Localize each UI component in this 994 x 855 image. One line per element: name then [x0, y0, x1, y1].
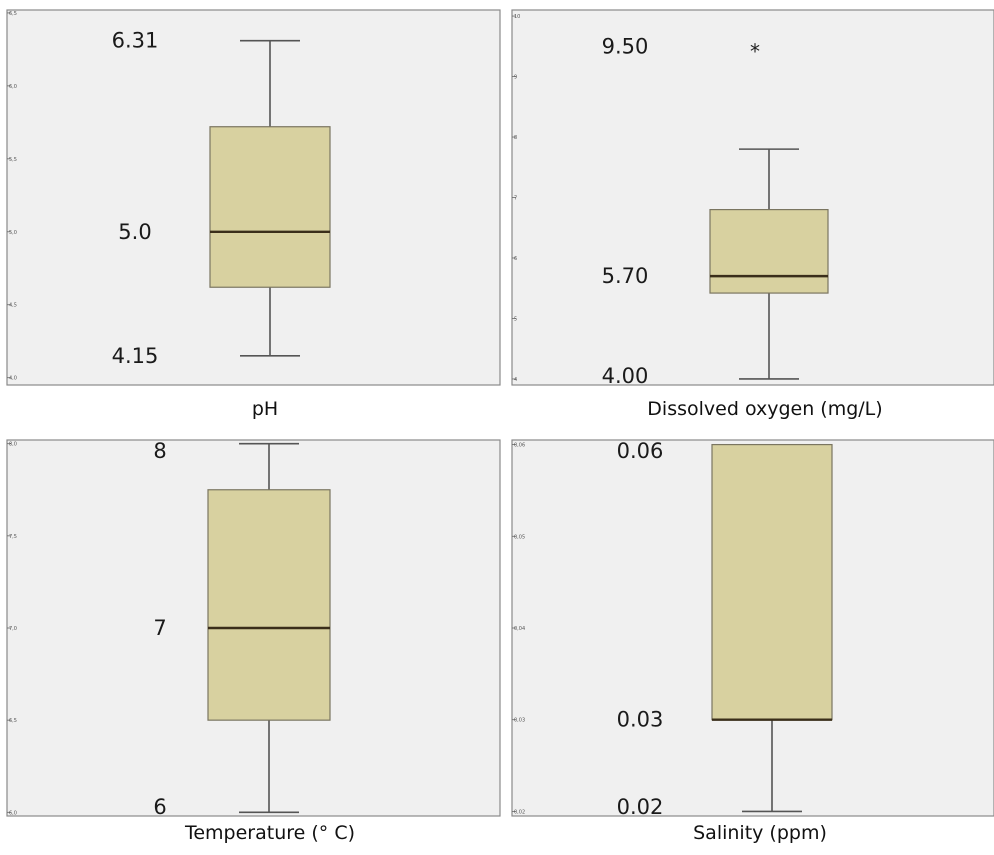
x-axis-label-dissolved-oxygen: Dissolved oxygen (mg/L)	[647, 398, 883, 420]
y-tick-label-salinity: 0,03	[514, 718, 525, 724]
y-tick-label-temperature: 6,5	[9, 718, 17, 724]
value-label-temperature: 8	[153, 439, 166, 463]
y-tick-label-salinity: 0,02	[514, 809, 525, 815]
y-tick-label-temperature: 7,5	[9, 534, 17, 540]
y-tick-label-ph: 6,5	[9, 11, 17, 17]
box-temperature	[207, 489, 331, 721]
y-tick-label-ph: 4,5	[9, 303, 17, 309]
boxplot-ph: 4,0 4,5 5,0 5,5 6,0 6,5 6.31 5.0 4.15	[6, 9, 501, 386]
value-label-salinity: 0.06	[617, 439, 664, 463]
box-salinity	[711, 443, 833, 721]
value-label-ph: 6.31	[112, 29, 159, 53]
y-tick-label-ph: 5,0	[9, 230, 17, 236]
box-ph	[209, 126, 331, 288]
value-label-salinity: 0.03	[617, 708, 664, 732]
y-tick-label-temperature: 7,0	[9, 626, 17, 632]
y-tick-label-dissolved-oxygen: 6	[514, 256, 517, 262]
chart-panel-dissolved-oxygen: 4 5 6 7 8 9 10 * 9.50 5.70 4.00	[511, 9, 994, 388]
y-tick-label-salinity: 0,05	[514, 534, 525, 540]
y-tick-label-temperature: 8,0	[9, 442, 17, 448]
value-label-ph: 4.15	[112, 344, 159, 368]
chart-panel-temperature: 6,0 6,5 7,0 7,5 8,0 8 7 6	[6, 439, 501, 819]
plot-area-dissolved-oxygen	[511, 9, 994, 386]
value-label-ph: 5.0	[118, 220, 151, 244]
y-tick-label-dissolved-oxygen: 4	[514, 377, 517, 383]
y-tick-label-dissolved-oxygen: 9	[514, 75, 517, 81]
box-dissolved-oxygen	[709, 208, 829, 294]
y-tick-label-salinity: 0,04	[514, 626, 525, 632]
boxplot-dissolved-oxygen: 4 5 6 7 8 9 10 * 9.50 5.70 4.00	[511, 9, 994, 388]
y-tick-label-dissolved-oxygen: 5	[514, 316, 517, 322]
x-axis-label-ph: pH	[251, 398, 279, 420]
y-tick-label-salinity: 0,06	[514, 443, 525, 449]
x-axis-label-salinity: Salinity (ppm)	[693, 822, 827, 844]
value-label-dissolved-oxygen: 9.50	[602, 34, 649, 58]
outlier-marker-dissolved-oxygen: *	[750, 39, 760, 63]
y-tick-label-dissolved-oxygen: 7	[514, 196, 517, 202]
y-tick-label-temperature: 6,0	[9, 810, 17, 816]
y-tick-label-dissolved-oxygen: 10	[514, 14, 520, 20]
value-label-temperature: 6	[153, 795, 166, 819]
value-label-salinity: 0.02	[617, 795, 664, 819]
y-tick-label-ph: 6,0	[9, 84, 17, 90]
y-tick-label-dissolved-oxygen: 8	[514, 135, 517, 141]
boxplot-temperature: 6,0 6,5 7,0 7,5 8,0 8 7 6	[6, 439, 501, 819]
value-label-dissolved-oxygen: 4.00	[602, 364, 649, 388]
value-label-temperature: 7	[153, 616, 166, 640]
x-axis-label-temperature: Temperature (° C)	[184, 822, 356, 844]
chart-panel-ph: 4,0 4,5 5,0 5,5 6,0 6,5 6.31 5.0 4.15	[0, 0, 501, 440]
y-tick-label-ph: 4,0	[9, 376, 17, 382]
value-label-dissolved-oxygen: 5.70	[602, 264, 649, 288]
y-tick-label-ph: 5,5	[9, 157, 17, 163]
